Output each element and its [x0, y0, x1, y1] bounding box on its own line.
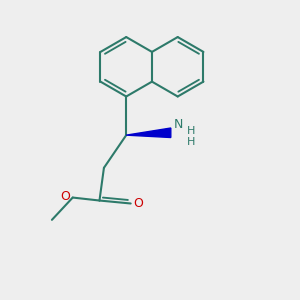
Text: O: O — [60, 190, 70, 202]
Polygon shape — [126, 128, 171, 137]
Text: H: H — [187, 137, 196, 147]
Text: N: N — [174, 118, 183, 131]
Text: H: H — [187, 126, 196, 136]
Text: O: O — [134, 197, 143, 210]
